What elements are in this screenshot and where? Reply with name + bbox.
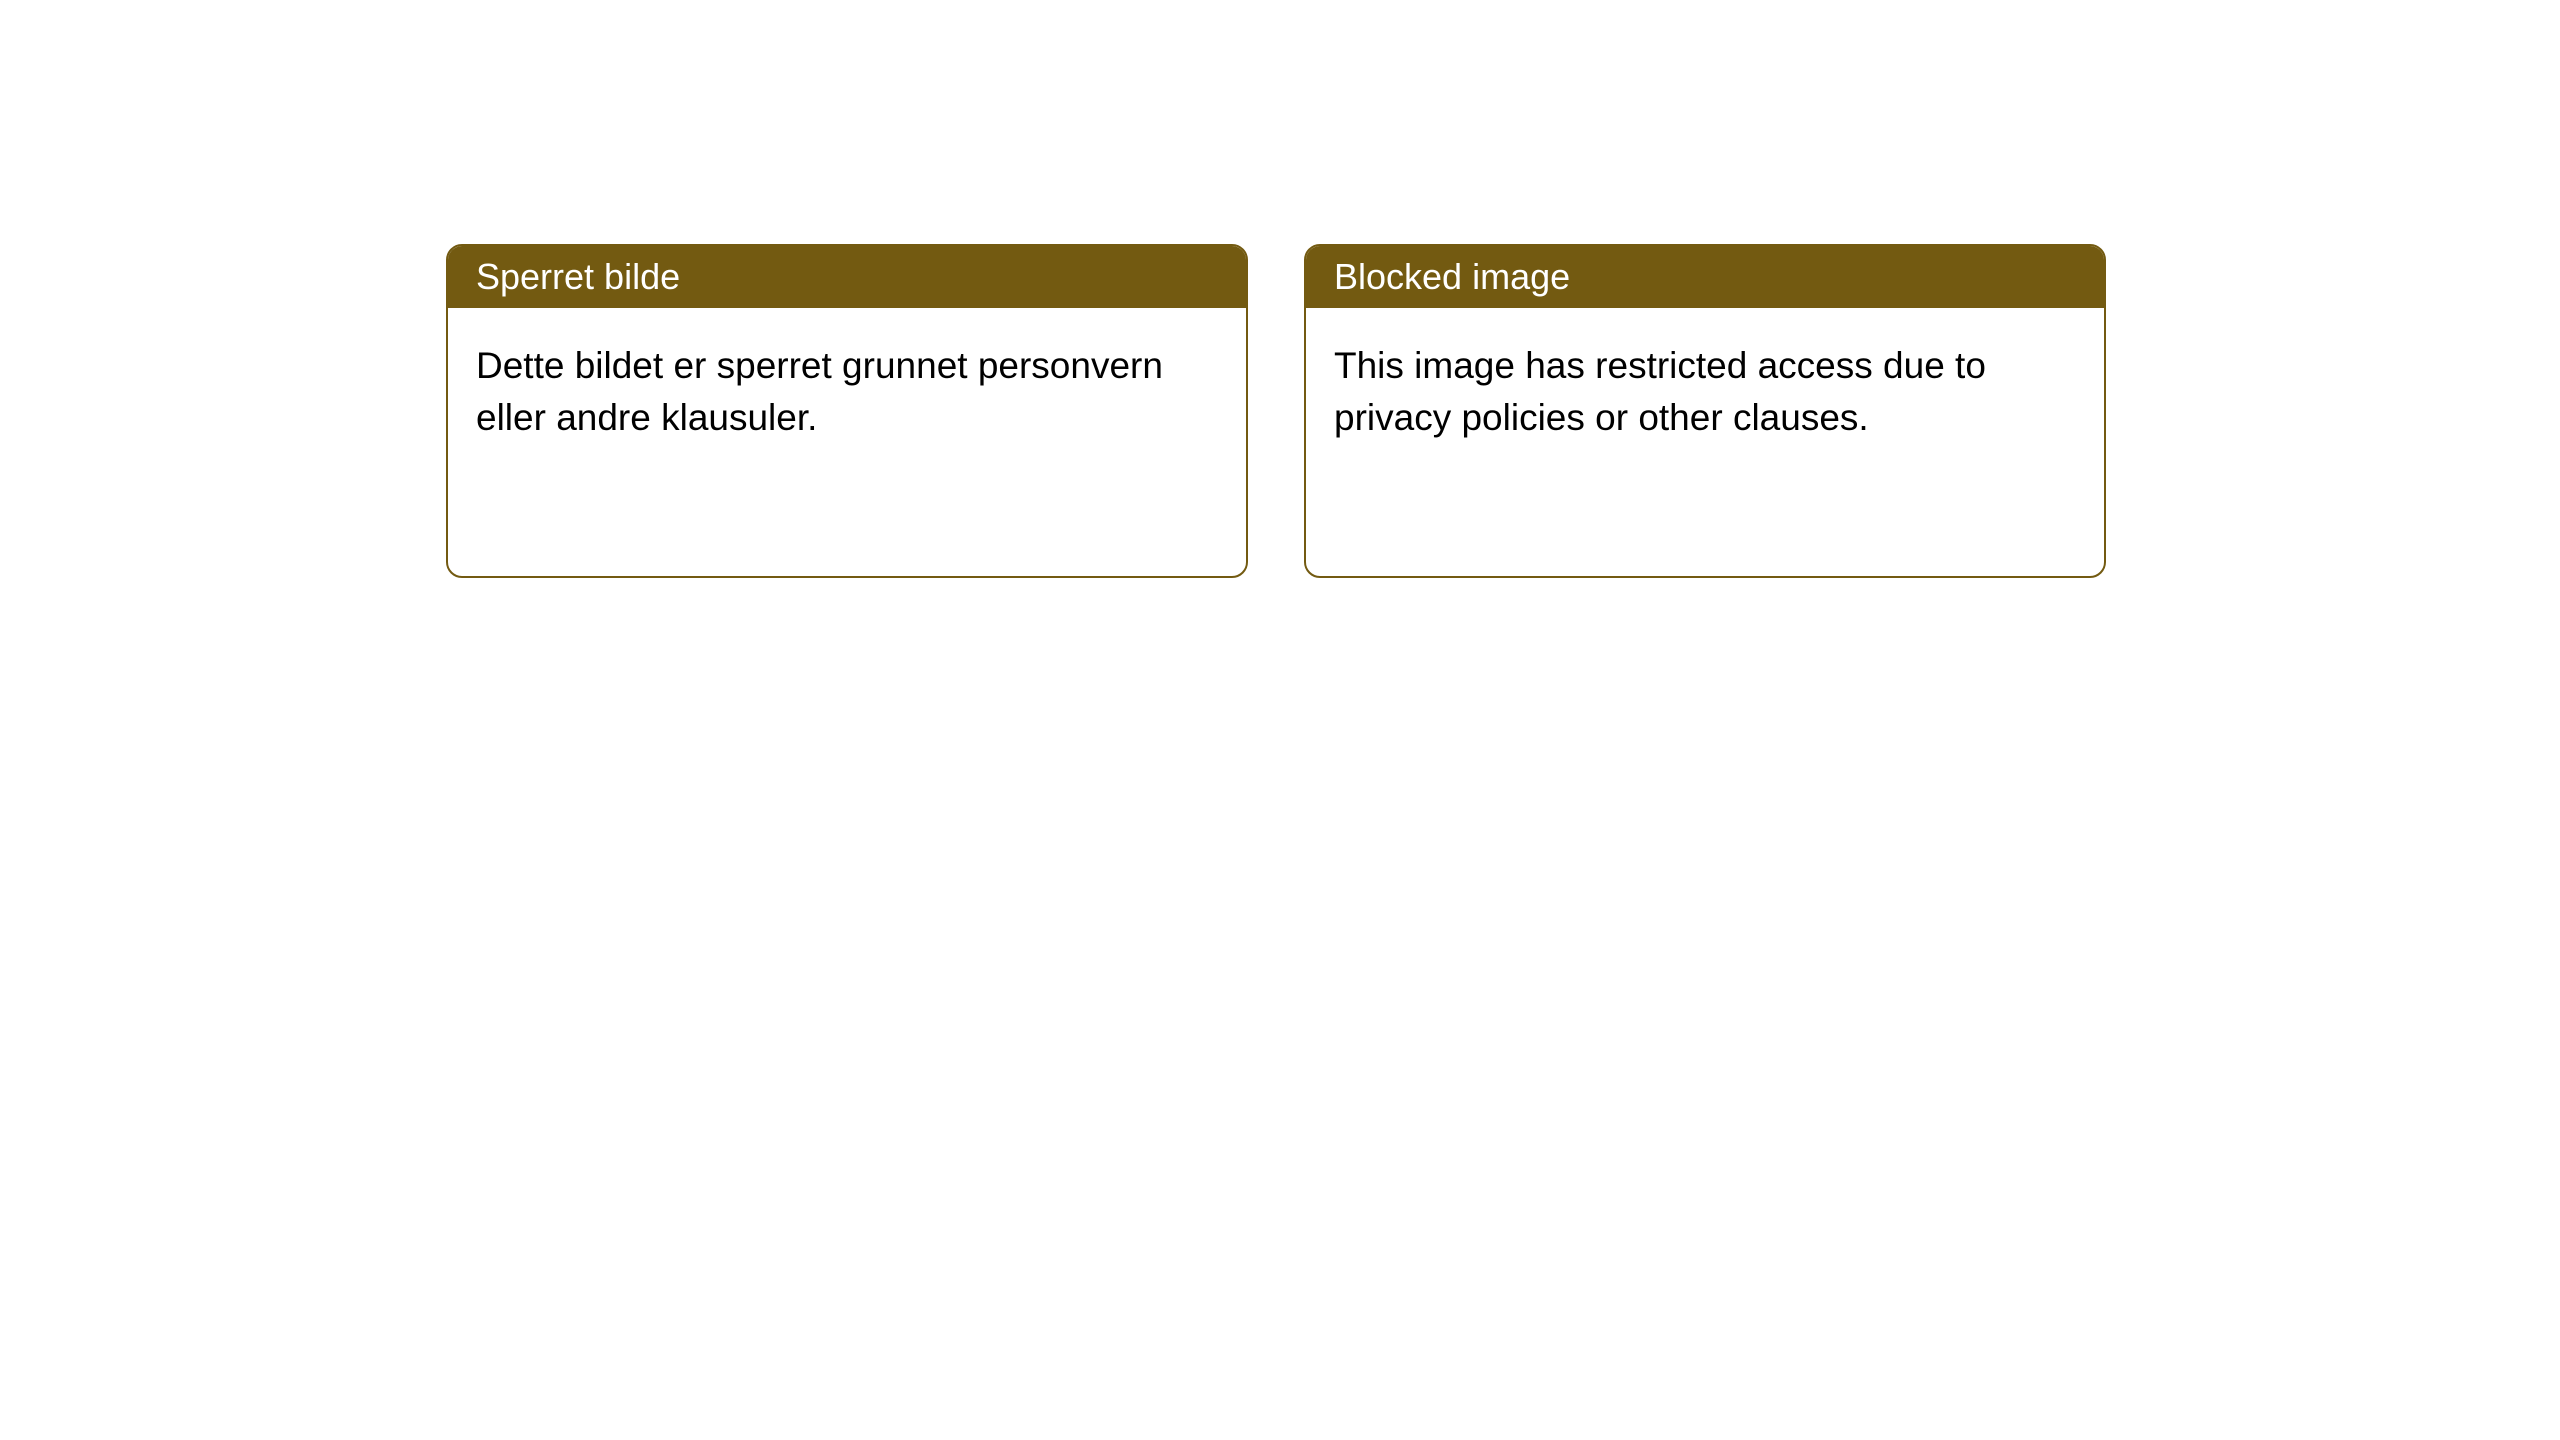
notice-card-norwegian: Sperret bilde Dette bildet er sperret gr… [446, 244, 1248, 578]
card-header: Blocked image [1306, 246, 2104, 308]
card-title: Blocked image [1334, 256, 1570, 297]
card-title: Sperret bilde [476, 256, 680, 297]
notice-cards-container: Sperret bilde Dette bildet er sperret gr… [446, 244, 2106, 578]
card-header: Sperret bilde [448, 246, 1246, 308]
card-body: This image has restricted access due to … [1306, 308, 2104, 476]
card-body-text: This image has restricted access due to … [1334, 345, 1986, 438]
card-body: Dette bildet er sperret grunnet personve… [448, 308, 1246, 476]
card-body-text: Dette bildet er sperret grunnet personve… [476, 345, 1163, 438]
notice-card-english: Blocked image This image has restricted … [1304, 244, 2106, 578]
